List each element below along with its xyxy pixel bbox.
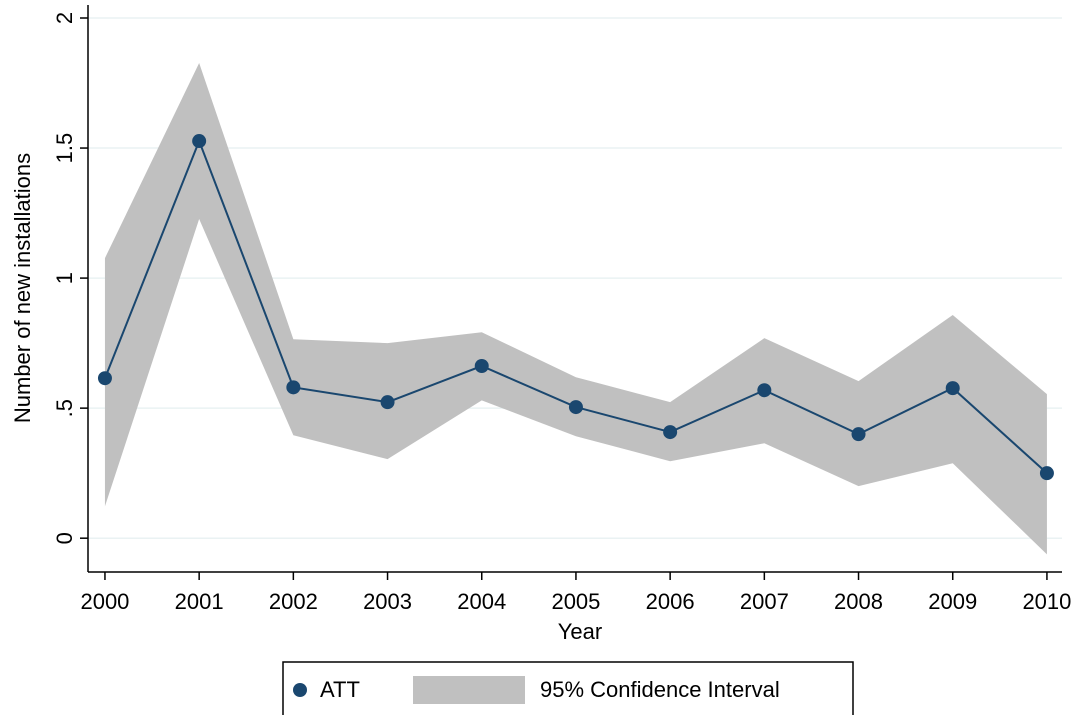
legend-box: [282, 661, 854, 715]
x-tick-label: 2010: [1022, 589, 1071, 614]
att-point: [192, 134, 207, 149]
x-tick-label: 2002: [269, 589, 318, 614]
att-point: [474, 359, 489, 374]
y-tick-label: .5: [52, 399, 77, 417]
att-point: [286, 380, 301, 395]
legend-label: ATT: [320, 677, 360, 702]
y-tick-label: 1.5: [52, 133, 77, 164]
x-tick-label: 2000: [80, 589, 129, 614]
x-tick-label: 2007: [740, 589, 789, 614]
legend-marker: [293, 683, 307, 697]
att-point: [97, 371, 112, 386]
att-point: [757, 383, 772, 398]
x-tick-label: 2005: [551, 589, 600, 614]
x-axis-label: Year: [558, 619, 602, 644]
att-point: [380, 395, 395, 410]
x-tick-label: 2006: [646, 589, 695, 614]
att-point: [663, 425, 678, 440]
y-tick-label: 2: [52, 12, 77, 24]
ci-band: [104, 63, 1047, 555]
att-point: [851, 427, 866, 442]
y-tick-label: 1: [52, 272, 77, 284]
x-tick-label: 2008: [834, 589, 883, 614]
x-tick-label: 2009: [928, 589, 977, 614]
legend-swatch: [413, 676, 525, 704]
legend-label: 95% Confidence Interval: [540, 677, 780, 702]
att-point: [945, 381, 960, 396]
att-point: [568, 400, 583, 415]
x-tick-label: 2001: [175, 589, 224, 614]
y-tick-label: 0: [52, 532, 77, 544]
x-tick-label: 2004: [457, 589, 506, 614]
att-point: [1039, 466, 1054, 481]
y-axis-label: Number of new installations: [10, 153, 35, 423]
x-tick-label: 2003: [363, 589, 412, 614]
